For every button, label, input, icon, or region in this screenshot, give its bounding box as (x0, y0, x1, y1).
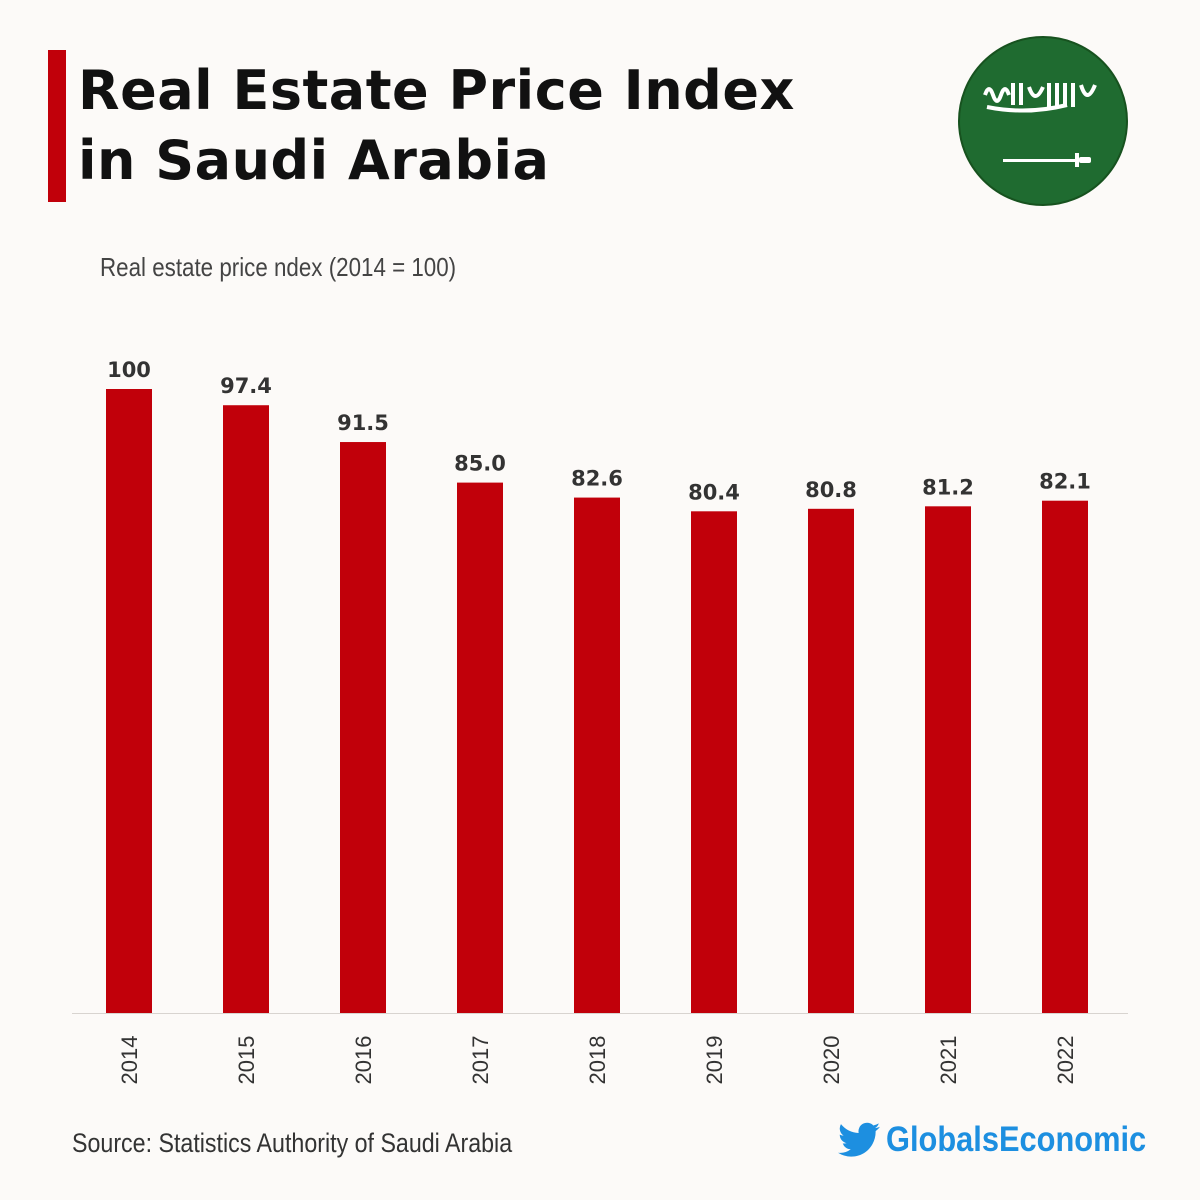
data-label: 100 (107, 358, 151, 382)
x-tick-label: 2022 (1053, 1036, 1078, 1085)
x-tick-label: 2015 (234, 1036, 259, 1085)
bar-2014 (106, 389, 152, 1013)
title-accent-bar (48, 50, 66, 202)
bar-2022 (1042, 500, 1088, 1013)
x-tick-label: 2014 (117, 1036, 142, 1085)
saudi-arabia-flag-icon (958, 36, 1128, 206)
brand-name: GlobalsEconomic (886, 1120, 1147, 1159)
data-label: 81.2 (922, 475, 974, 499)
chart-subtitle: Real estate price ndex (2014 = 100) (100, 252, 457, 282)
bar-2021 (925, 506, 971, 1013)
x-tick-label: 2018 (585, 1036, 610, 1085)
title-line-1: Real Estate Price Index (78, 59, 795, 122)
x-tick-label: 2021 (936, 1036, 961, 1085)
x-tick-label: 2019 (702, 1036, 727, 1085)
data-label: 80.4 (688, 480, 740, 504)
bar-2016 (340, 442, 386, 1013)
bar-chart: 100 2014 97.4 2015 91.5 2016 85.0 2017 82.6 2018 8… (72, 358, 1128, 1085)
source-note: Source: Statistics Authority of Saudi Ar… (72, 1128, 513, 1158)
data-label: 85.0 (454, 452, 506, 476)
bar-2018 (574, 497, 620, 1013)
page-title: Real Estate Price Index in Saudi Arabia (78, 56, 795, 196)
bar-2019 (691, 511, 737, 1013)
x-tick-label: 2017 (468, 1036, 493, 1085)
title-line-2: in Saudi Arabia (78, 129, 550, 192)
data-label: 91.5 (337, 411, 389, 435)
brand-link[interactable]: GlobalsEconomic (838, 1120, 1182, 1160)
data-label: 97.4 (220, 374, 272, 398)
data-label: 80.8 (805, 478, 857, 502)
bar-2020 (808, 508, 854, 1013)
x-tick-label: 2020 (819, 1036, 844, 1085)
data-label: 82.6 (571, 467, 623, 491)
bar-2017 (457, 482, 503, 1014)
twitter-bird-icon (838, 1122, 880, 1157)
x-tick-label: 2016 (351, 1036, 376, 1085)
bar-2015 (223, 405, 269, 1013)
data-label: 82.1 (1039, 470, 1091, 494)
